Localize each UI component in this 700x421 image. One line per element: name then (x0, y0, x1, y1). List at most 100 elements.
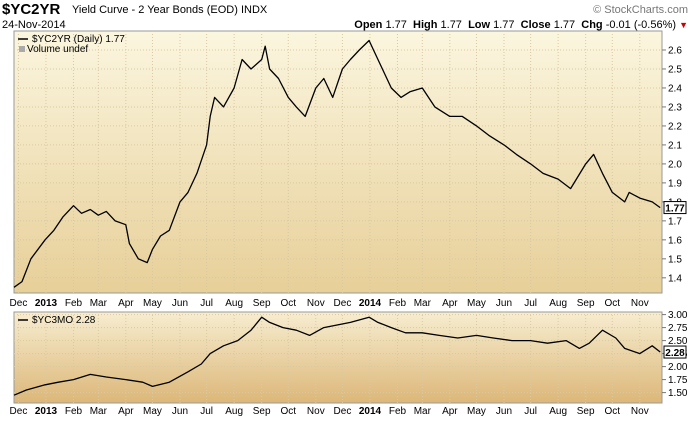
y-tick-label: 1.75 (668, 375, 688, 386)
panel-yc2yr: Dec 2013 Feb Mar Apr May Jun Jul Aug Sep Oct Nov Dec… (10, 30, 687, 309)
symbol-description: Yield Curve - 2 Year Bonds (EOD) INDX (72, 4, 267, 16)
x-tick-label: May (467, 298, 486, 309)
x-tick-label: Mar (90, 298, 108, 309)
x-tick-label: Feb (389, 298, 407, 309)
y-tick-label: 1.6 (668, 235, 682, 246)
x-tick-label: Mar (414, 298, 432, 309)
x-tick-label: Dec (334, 298, 352, 309)
close-label: Close (520, 19, 551, 31)
x-tick-label: Dec (10, 298, 28, 309)
x-tick-label: Aug (549, 298, 567, 309)
y-tick-label: 2.5 (668, 64, 682, 75)
x-tick-label: Apr (442, 298, 458, 309)
x-tick-label: Sep (253, 406, 271, 417)
low-value: 1.77 (493, 19, 515, 31)
series-line (13, 39, 661, 288)
panel-yc3mo: Dec 2013 Feb Mar Apr May Jun Jul Aug Sep Oct Nov Dec… (10, 310, 688, 417)
y-tick-label: 2.3 (668, 102, 682, 113)
x-tick-label: Oct (281, 406, 297, 417)
y-tick-label: 2.00 (668, 362, 688, 373)
x-tick-label: Aug (225, 406, 243, 417)
x-tick-label: Feb (389, 406, 407, 417)
high-label: High (413, 19, 438, 31)
x-tick-label: Jul (524, 406, 537, 417)
exchange-text: INDX (240, 4, 268, 16)
x-tick-label: Sep (577, 406, 595, 417)
x-tick-label: 2014 (359, 298, 382, 309)
series-line (13, 316, 661, 396)
chart-date: 24-Nov-2014 (2, 19, 66, 31)
x-tick-label: Apr (118, 298, 134, 309)
x-tick-label: Mar (414, 406, 432, 417)
last-value-label: 2.28 (665, 348, 685, 359)
x-tick-label: Nov (307, 298, 325, 309)
open-label: Open (354, 19, 383, 31)
x-tick-label: Jun (172, 406, 188, 417)
y-tick-label: 2.50 (668, 336, 688, 347)
x-tick-label: Apr (442, 406, 458, 417)
x-tick-label: Jul (200, 298, 213, 309)
x-tick-label: Oct (281, 298, 297, 309)
chg-label: Chg (581, 19, 603, 31)
x-tick-label: Dec (10, 406, 28, 417)
y-tick-label: 1.50 (668, 388, 688, 399)
x-tick-label: 2014 (359, 406, 382, 417)
y-tick-label: 3.00 (668, 310, 688, 321)
x-tick-label: Aug (549, 406, 567, 417)
close-value: 1.77 (553, 19, 576, 31)
y-tick-label: 2.75 (668, 323, 688, 334)
symbol-title: $YC2YR (2, 1, 61, 18)
open-value: 1.77 (385, 19, 407, 31)
x-tick-label: 2013 (35, 406, 58, 417)
x-tick-label: May (467, 406, 486, 417)
legend-label: $YC2YR (Daily) 1.77 (32, 34, 125, 45)
legend-label: $YC3MO 2.28 (32, 315, 96, 326)
x-tick-label: Aug (225, 298, 243, 309)
x-tick-label: Sep (577, 298, 595, 309)
x-tick-label: May (143, 406, 162, 417)
x-tick-label: Jun (496, 298, 512, 309)
quote-bar: Open 1.77 High 1.77 Low 1.77 Close 1.77 … (354, 19, 688, 31)
x-tick-label: Nov (631, 298, 649, 309)
y-tick-label: 1.5 (668, 254, 682, 265)
x-tick-label: Nov (307, 406, 325, 417)
x-tick-label: Dec (334, 406, 352, 417)
x-tick-label: Jun (496, 406, 512, 417)
down-arrow-icon: ▼ (679, 20, 688, 30)
x-tick-label: Jul (524, 298, 537, 309)
volume-note: Volume undef (27, 44, 88, 55)
y-tick-label: 2.1 (668, 140, 682, 151)
x-tick-label: Sep (253, 298, 271, 309)
description-text: Yield Curve - 2 Year Bonds (EOD) (72, 4, 238, 16)
chg-value: -0.01 (-0.56%) (605, 19, 677, 31)
y-tick-label: 2.4 (668, 83, 682, 94)
low-label: Low (468, 19, 491, 31)
x-tick-label: Feb (65, 298, 83, 309)
x-tick-label: 2013 (35, 298, 58, 309)
x-tick-label: Nov (631, 406, 649, 417)
x-tick-label: Jun (172, 298, 188, 309)
y-tick-label: 1.9 (668, 178, 682, 189)
x-tick-label: Feb (65, 406, 83, 417)
panel-background (13, 311, 663, 404)
high-value: 1.77 (440, 19, 462, 31)
brand-logo: © StockCharts.com (593, 4, 688, 16)
y-tick-label: 2.0 (668, 159, 682, 170)
x-tick-label: Oct (605, 298, 621, 309)
panel-background (13, 30, 663, 294)
x-tick-label: Mar (90, 406, 108, 417)
y-tick-label: 1.4 (668, 273, 682, 284)
x-tick-label: Oct (605, 406, 621, 417)
x-tick-label: Jul (200, 406, 213, 417)
last-value-label: 1.77 (665, 204, 685, 215)
last-value-box (663, 345, 687, 359)
y-tick-label: 1.7 (668, 216, 682, 227)
y-tick-label: 2.6 (668, 45, 682, 56)
last-value-box (663, 201, 687, 215)
y-tick-label: 2.2 (668, 121, 682, 132)
volume-swatch (19, 46, 25, 52)
x-tick-label: Apr (118, 406, 134, 417)
x-tick-label: May (143, 298, 162, 309)
